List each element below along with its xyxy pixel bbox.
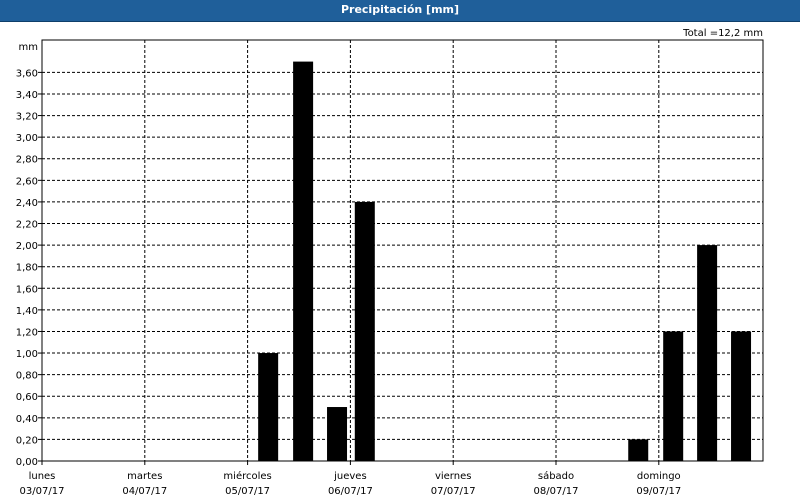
y-tick-label: 3,40 [16, 90, 38, 101]
y-tick-label: 1,20 [16, 327, 38, 338]
x-tick-label-day: martes [127, 471, 162, 482]
x-tick-label-date: 05/07/17 [225, 486, 270, 497]
chart-title: Precipitación [mm] [340, 3, 460, 16]
x-tick-label-day: viernes [435, 471, 471, 482]
y-axis-ticks: 0,00 0,20 0,40 0,60 0,80 1,00 1,20 1,40 1,60 1,80… [16, 68, 42, 468]
x-tick-label-date: 03/07/17 [20, 486, 65, 497]
y-tick-label: 2,60 [16, 176, 38, 187]
precipitation-bar [327, 407, 348, 461]
y-tick-label: 3,60 [16, 68, 38, 79]
chart-title-bar: Precipitación [mm] [0, 0, 800, 22]
x-tick-label-day: jueves [333, 471, 367, 482]
total-label: Total =12,2 mm [682, 28, 763, 39]
x-tick-label-date: 08/07/17 [534, 486, 579, 497]
precipitation-bar [258, 353, 279, 461]
grid-lines [42, 40, 763, 461]
y-tick-label: 2,40 [16, 198, 38, 209]
y-tick-label: 0,00 [16, 457, 38, 468]
y-tick-label: 2,80 [16, 155, 38, 166]
y-tick-label: 0,40 [16, 414, 38, 425]
precipitation-bar [731, 331, 752, 461]
precipitation-bar [628, 439, 649, 461]
precipitation-bar [293, 61, 314, 461]
x-tick-label-day: lunes [29, 471, 56, 482]
precipitation-bar [663, 331, 684, 461]
y-tick-label: 1,60 [16, 284, 38, 295]
x-tick-label-date: 07/07/17 [431, 486, 476, 497]
y-tick-label: 0,60 [16, 392, 38, 403]
y-tick-label: 1,00 [16, 349, 38, 360]
plot-frame [41, 39, 764, 462]
bars [258, 61, 752, 461]
y-tick-label: 1,80 [16, 263, 38, 274]
y-axis-unit: mm [19, 42, 38, 53]
precipitation-bar [697, 245, 718, 461]
x-tick-label-day: sábado [538, 470, 574, 482]
x-tick-label-date: 04/07/17 [122, 486, 167, 497]
y-tick-label: 2,20 [16, 220, 38, 231]
y-tick-label: 1,40 [16, 306, 38, 317]
x-axis-ticks: lunes 03/07/17 martes 04/07/17 miércoles 05/0… [20, 461, 681, 497]
x-tick-label-day: domingo [637, 471, 681, 482]
y-tick-label: 3,20 [16, 112, 38, 123]
x-tick-label-date: 09/07/17 [636, 486, 681, 497]
x-tick-label-day: miércoles [223, 470, 271, 482]
y-tick-label: 2,00 [16, 241, 38, 252]
y-tick-label: 3,00 [16, 133, 38, 144]
precipitation-bar [354, 201, 375, 461]
y-tick-label: 0,20 [16, 435, 38, 446]
x-tick-label-date: 06/07/17 [328, 486, 373, 497]
y-tick-label: 0,80 [16, 371, 38, 382]
